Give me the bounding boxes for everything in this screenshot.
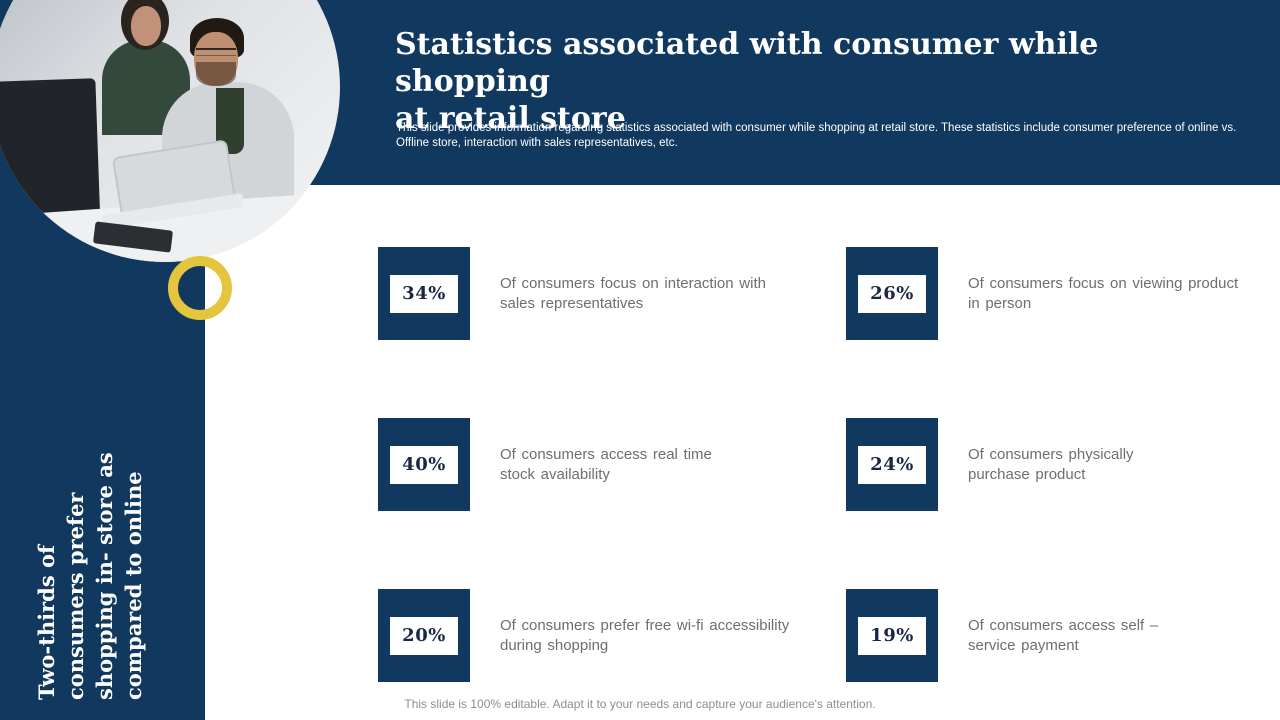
- stat-label-line: service payment: [968, 636, 1079, 654]
- stat-value-box: 40%: [390, 445, 458, 484]
- sidebar-callout: Two-thirds of consumers prefer shopping …: [32, 445, 170, 700]
- stat-bar: 20%: [378, 589, 470, 682]
- stats-grid: 34% Of consumers focus on interaction wi…: [378, 247, 1278, 682]
- stat-value-box: 19%: [858, 616, 926, 655]
- photo-person-shape: [131, 6, 161, 46]
- stat-value: 40%: [402, 454, 446, 475]
- stat-card: 20% Of consumers prefer free wi-fi acces…: [378, 589, 810, 682]
- stat-label-line: Of consumers access self –: [968, 616, 1159, 634]
- page-subtitle: This slide provides information regardin…: [396, 122, 1237, 149]
- yellow-ring-accent: [168, 256, 232, 320]
- stat-value: 26%: [870, 283, 914, 304]
- stat-label: Of consumers access self – service payme…: [968, 616, 1158, 656]
- stat-value: 34%: [402, 283, 446, 304]
- stat-card: 19% Of consumers access self – service p…: [846, 589, 1278, 682]
- stat-value-box: 26%: [858, 274, 926, 313]
- stat-label-line: during shopping: [500, 636, 609, 654]
- stat-card: 26% Of consumers focus on viewing produc…: [846, 247, 1278, 340]
- stat-card: 34% Of consumers focus on interaction wi…: [378, 247, 810, 340]
- stat-label-line: sales representatives: [500, 294, 644, 312]
- stat-bar: 24%: [846, 418, 938, 511]
- stat-label: Of consumers prefer free wi-fi accessibi…: [500, 616, 789, 656]
- stat-label-line: Of consumers prefer free wi-fi accessibi…: [500, 616, 790, 634]
- page-title-line-1: Statistics associated with consumer whil…: [395, 27, 1099, 99]
- stat-label-line: Of consumers access real time: [500, 445, 712, 463]
- stat-label: Of consumers focus on viewing product in…: [968, 274, 1238, 314]
- stat-value-box: 34%: [390, 274, 458, 313]
- sidebar-callout-highlight: Two-thirds: [34, 575, 59, 700]
- stat-bar: 26%: [846, 247, 938, 340]
- stat-label-line: in person: [968, 294, 1032, 312]
- stat-label-line: Of consumers focus on viewing product: [968, 274, 1239, 292]
- stat-value: 24%: [870, 454, 914, 475]
- stat-label-line: stock availability: [500, 465, 610, 483]
- footer-note: This slide is 100% editable. Adapt it to…: [404, 697, 876, 711]
- stat-bar: 34%: [378, 247, 470, 340]
- stat-card: 40% Of consumers access real time stock …: [378, 418, 810, 511]
- stat-value-box: 20%: [390, 616, 458, 655]
- stat-value: 20%: [402, 625, 446, 646]
- stat-value-box: 24%: [858, 445, 926, 484]
- page-title-line-2: at retail store: [395, 101, 626, 136]
- stat-bar: 19%: [846, 589, 938, 682]
- page-title: Statistics associated with consumer whil…: [395, 26, 1255, 137]
- photo-glasses-shape: [196, 48, 236, 56]
- stat-label-line: Of consumers physically: [968, 445, 1134, 463]
- stat-label: Of consumers physically purchase product: [968, 445, 1134, 485]
- photo-person-shape: [196, 62, 236, 86]
- stat-bar: 40%: [378, 418, 470, 511]
- stat-card: 24% Of consumers physically purchase pro…: [846, 418, 1278, 511]
- stat-label-line: Of consumers focus on interaction with: [500, 274, 766, 292]
- stat-label: Of consumers focus on interaction with s…: [500, 274, 766, 314]
- team-photo: [0, 0, 340, 262]
- stat-label-line: purchase product: [968, 465, 1086, 483]
- stat-value: 19%: [870, 625, 914, 646]
- stat-label: Of consumers access real time stock avai…: [500, 445, 712, 485]
